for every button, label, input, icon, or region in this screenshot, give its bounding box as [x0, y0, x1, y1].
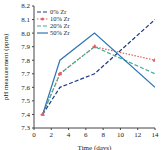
svg-text:8.0: 8.0 [21, 30, 30, 38]
svg-text:8.1: 8.1 [21, 16, 30, 24]
html-text:20% Zr: 20% Zr [50, 22, 70, 29]
svg-text:8: 8 [101, 131, 105, 139]
svg-text:14: 14 [152, 131, 160, 139]
svg-text:7.9: 7.9 [21, 43, 30, 51]
svg-text:Time (days): Time (days) [78, 144, 112, 150]
svg-text:2: 2 [50, 131, 54, 139]
svg-text:7.7: 7.7 [21, 70, 30, 78]
svg-text:7.3: 7.3 [21, 124, 30, 132]
svg-text:7.4: 7.4 [21, 111, 30, 119]
svg-text:7.8: 7.8 [21, 57, 30, 65]
html-text:0% Zr: 0% Zr [50, 8, 67, 15]
svg-text:12: 12 [134, 131, 142, 139]
html-text:10% Zr: 10% Zr [50, 15, 70, 22]
svg-text:4: 4 [67, 131, 71, 139]
svg-text:pH measurement (ppm): pH measurement (ppm) [2, 33, 10, 100]
svg-text:10: 10 [117, 131, 125, 139]
svg-text:7.5: 7.5 [21, 97, 30, 105]
html-text:50% Zr: 50% Zr [50, 29, 70, 36]
svg-text:6: 6 [84, 131, 88, 139]
svg-text:7.6: 7.6 [21, 84, 30, 92]
svg-text:0: 0 [32, 131, 36, 139]
svg-text:8.2: 8.2 [21, 2, 30, 10]
